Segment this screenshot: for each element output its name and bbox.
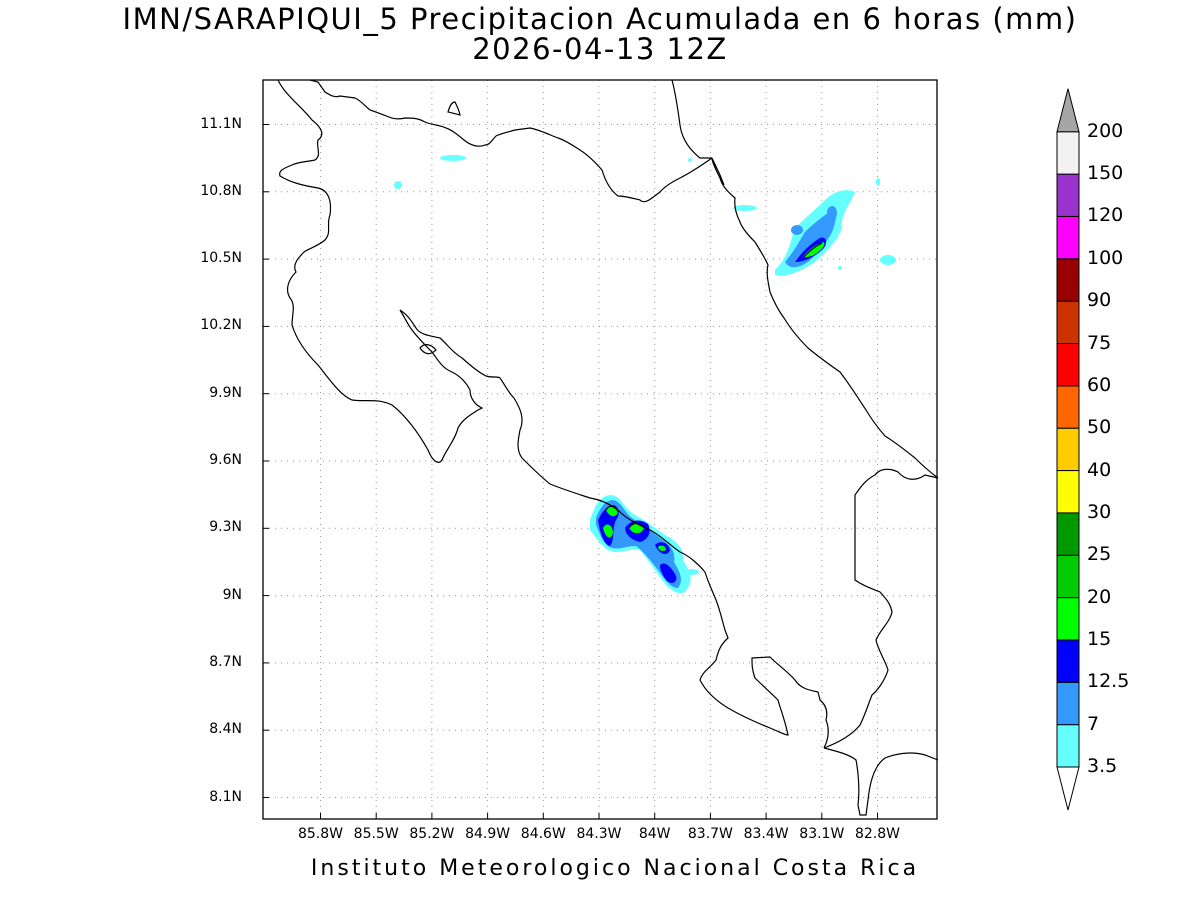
precipitation-field	[394, 155, 896, 594]
lat-tick-label: 10.8N	[200, 182, 242, 199]
lon-tick-label: 83.1W	[799, 826, 845, 842]
precip-cell-pacific-15	[606, 506, 618, 517]
lon-tick-label: 85.5W	[353, 826, 399, 842]
lon-tick-label: 84W	[638, 826, 671, 842]
colorbar-label: 60	[1087, 373, 1112, 396]
colorbar-label: 90	[1087, 289, 1112, 312]
lat-tick-label: 10.2N	[200, 317, 242, 334]
colorbar-segment	[1056, 639, 1080, 683]
colorbar-segment	[1056, 470, 1080, 514]
lon-tick-label: 84.9W	[465, 826, 511, 842]
lat-tick-label: 8.7N	[209, 653, 242, 670]
lake-nicaragua	[447, 101, 461, 116]
lon-tick-label: 85.2W	[409, 826, 455, 842]
lon-tick-label: 84.6W	[520, 826, 566, 842]
lat-tick-label: 11.1N	[200, 115, 242, 132]
san-juan-river-border	[309, 79, 713, 203]
colorbar-max-arrow	[1056, 88, 1080, 133]
colorbar-segment	[1056, 554, 1080, 599]
lat-tick-label: 10.5N	[200, 250, 242, 267]
colorbar-label: 120	[1087, 204, 1124, 227]
colorbar-segment	[1056, 512, 1080, 556]
colorbar-label: 7	[1087, 712, 1100, 735]
colorbar-label: 150	[1087, 162, 1124, 185]
panama-border-south	[823, 468, 939, 749]
colorbar-segment	[1056, 597, 1080, 641]
colorbar-segment	[1056, 343, 1080, 387]
colorbar-label: 200	[1087, 119, 1124, 142]
central-pacific-coast	[499, 377, 829, 749]
colorbar-min-arrow	[1056, 766, 1080, 811]
colorbar-label: 75	[1087, 331, 1112, 354]
nicaragua-east-coast	[671, 79, 712, 159]
lon-tick-label: 83.4W	[743, 826, 789, 842]
colorbar-segment	[1056, 724, 1080, 768]
colorbar-label: 100	[1087, 246, 1124, 269]
lat-tick-label: 9.6N	[209, 452, 242, 468]
colorbar-label: 30	[1087, 500, 1112, 523]
lat-tick-label: 9.3N	[209, 519, 242, 536]
caribbean-coast	[711, 157, 939, 479]
colorbar-label: 25	[1087, 543, 1112, 566]
colorbar-label: 12.5	[1087, 670, 1130, 693]
colorbar-segment	[1056, 427, 1080, 472]
colorbar-segment	[1056, 173, 1080, 217]
colorbar-segment	[1056, 215, 1080, 260]
lat-tick-label: 9N	[222, 586, 242, 603]
precip-cell-pacific-7	[596, 500, 681, 588]
colorbar-segment	[1056, 131, 1080, 175]
colorbar-label: 20	[1087, 585, 1112, 608]
map-title: IMN/SARAPIQUI_5 Precipitacion Acumulada …	[122, 2, 1078, 36]
plot-frame	[262, 79, 938, 820]
lat-tick-label: 8.1N	[209, 788, 242, 805]
colorbar	[1056, 88, 1080, 811]
lon-tick-label: 84.3W	[576, 826, 622, 842]
axis-ticks	[263, 124, 878, 819]
precip-cell-caribbean-7	[785, 210, 836, 268]
map-datetime: 2026-04-13 12Z	[472, 32, 728, 66]
chira-island	[419, 344, 437, 355]
lon-tick-label: 82.8W	[854, 826, 900, 842]
nicaragua-pacific-coast	[277, 79, 484, 463]
lat-tick-label: 9.9N	[209, 384, 242, 401]
colorbar-segment	[1056, 681, 1080, 726]
nicoya-gulf	[399, 309, 501, 379]
lat-tick-label: 8.4N	[209, 721, 242, 738]
colorbar-segment	[1056, 258, 1080, 302]
coastlines	[277, 79, 939, 816]
footer-credit: Instituto Meteorologico Nacional Costa R…	[310, 856, 920, 881]
graticule	[263, 80, 937, 819]
colorbar-segment	[1056, 300, 1080, 344]
lon-tick-label: 85.8W	[297, 826, 343, 842]
colorbar-label: 40	[1087, 458, 1112, 481]
colorbar-label: 3.5	[1087, 755, 1118, 777]
colorbar-label: 50	[1087, 416, 1112, 439]
lon-tick-label: 83.7W	[687, 826, 733, 842]
colorbar-label: 15	[1087, 627, 1112, 650]
burica-peninsula	[823, 747, 939, 816]
precip-cell-caribbean-15	[802, 242, 825, 258]
colorbar-segment	[1056, 385, 1080, 429]
